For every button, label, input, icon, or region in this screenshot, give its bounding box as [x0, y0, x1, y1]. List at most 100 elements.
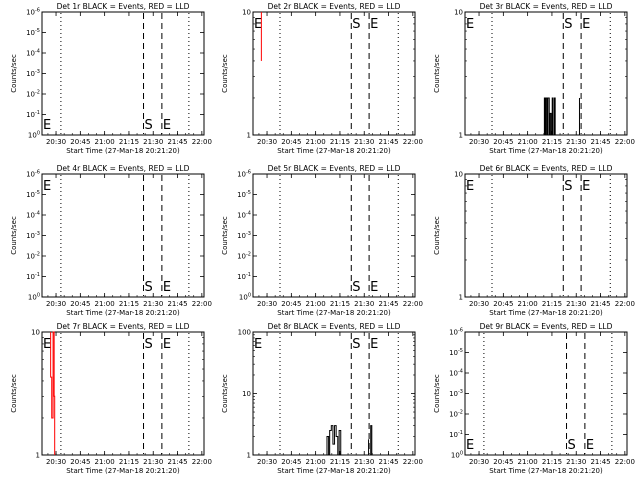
x-tick-label: 21:15 — [542, 300, 562, 308]
lld-series-line — [50, 331, 56, 455]
y-tick-label: 100 — [239, 293, 251, 302]
y-tick-label: 10-1 — [237, 272, 251, 281]
y-tick-label: 10-2 — [26, 252, 40, 261]
y-tick-label: 10-6 — [26, 8, 40, 17]
panel-det-1: Det 1r BLACK = Events, RED = LLD 20:30 20:… — [10, 2, 212, 155]
x-tick-label: 21:30 — [143, 138, 163, 146]
panel-det-7: Det 7r BLACK = Events, RED = LLD 20:30 20:… — [10, 322, 212, 475]
panel-title: Det 1r BLACK = Events, RED = LLD — [57, 2, 190, 11]
events-series-line — [370, 425, 373, 455]
x-tick-label: 22:00 — [403, 458, 423, 466]
x-tick-label: 22:00 — [192, 458, 212, 466]
x-tick-label: 21:15 — [330, 458, 350, 466]
x-tick-label: 22:00 — [403, 138, 423, 146]
y-tick-label: 10-5 — [26, 28, 40, 37]
marker-label-e: E — [163, 118, 171, 133]
x-tick-label: 20:30 — [469, 458, 489, 466]
marker-label-e: E — [586, 438, 594, 453]
marker-label-e: E — [370, 280, 378, 295]
x-tick-label: 20:30 — [469, 300, 489, 308]
marker-label-e: E — [466, 438, 474, 453]
marker-label-e: E — [466, 17, 474, 32]
plot-frame — [41, 173, 205, 298]
x-axis-label: Start Time (27-Mar-18 20:21:20) — [66, 309, 180, 317]
panel-title: Det 9r BLACK = Events, RED = LLD — [480, 322, 613, 331]
y-tick-label: 10-4 — [26, 49, 40, 58]
plot-frame — [464, 331, 628, 456]
x-tick-label: 20:45 — [281, 138, 301, 146]
x-tick-label: 20:45 — [281, 300, 301, 308]
x-tick-label: 21:15 — [330, 300, 350, 308]
panel-title: Det 4r BLACK = Events, RED = LLD — [57, 164, 190, 173]
y-tick-label: 10-5 — [449, 348, 463, 357]
x-tick-label: 21:15 — [119, 300, 139, 308]
y-tick-label: 1 — [459, 132, 463, 140]
y-tick-label: 100 — [238, 329, 251, 337]
panel-title: Det 3r BLACK = Events, RED = LLD — [480, 2, 613, 11]
x-tick-label: 21:00 — [95, 458, 115, 466]
y-axis-label: Counts/sec — [433, 374, 441, 413]
x-tick-label: 21:45 — [590, 300, 610, 308]
marker-label-e: E — [43, 179, 51, 194]
panel-title: Det 7r BLACK = Events, RED = LLD — [57, 322, 190, 331]
plot-frame — [252, 331, 416, 456]
y-tick-label: 10 — [454, 9, 463, 17]
x-tick-label: 21:00 — [306, 300, 326, 308]
x-tick-label: 21:45 — [167, 300, 187, 308]
marker-label-e: E — [163, 337, 171, 352]
x-tick-label: 20:30 — [257, 458, 277, 466]
y-axis-label: Counts/sec — [433, 216, 441, 255]
x-tick-label: 21:00 — [518, 300, 538, 308]
marker-label-e: E — [582, 17, 590, 32]
plot-frame — [252, 173, 416, 298]
panel-title: Det 2r BLACK = Events, RED = LLD — [268, 2, 401, 11]
x-tick-label: 21:45 — [167, 138, 187, 146]
x-tick-label: 22:00 — [615, 300, 635, 308]
y-tick-label: 10-6 — [449, 328, 463, 337]
x-tick-label: 21:45 — [590, 138, 610, 146]
x-tick-label: 20:30 — [469, 138, 489, 146]
x-tick-label: 20:45 — [70, 458, 90, 466]
x-tick-label: 21:00 — [95, 138, 115, 146]
x-axis-label: Start Time (27-Mar-18 20:21:20) — [66, 147, 180, 155]
marker-label-e: E — [254, 17, 262, 32]
x-tick-label: 21:15 — [119, 458, 139, 466]
x-tick-label: 21:45 — [167, 458, 187, 466]
y-tick-label: 10-4 — [26, 211, 40, 220]
y-tick-label: 10-6 — [26, 170, 40, 179]
x-tick-label: 21:45 — [378, 300, 398, 308]
y-tick-label: 10-5 — [26, 190, 40, 199]
events-series-line — [326, 425, 342, 456]
marker-label-e: E — [254, 337, 262, 352]
y-axis-label: Counts/sec — [10, 54, 18, 93]
panel-title: Det 5r BLACK = Events, RED = LLD — [268, 164, 401, 173]
x-tick-label: 20:30 — [46, 458, 66, 466]
x-tick-label: 21:30 — [354, 138, 374, 146]
y-tick-label: 10-1 — [26, 110, 40, 119]
y-tick-label: 100 — [28, 131, 40, 140]
marker-label-e: E — [43, 337, 51, 352]
x-axis-label: Start Time (27-Mar-18 20:21:20) — [489, 467, 603, 475]
y-tick-label: 10-1 — [449, 430, 463, 439]
x-tick-label: 21:30 — [566, 458, 586, 466]
x-tick-label: 20:30 — [257, 138, 277, 146]
y-tick-label: 10-6 — [237, 170, 251, 179]
marker-label-e: E — [43, 118, 51, 133]
x-tick-label: 21:30 — [354, 300, 374, 308]
x-tick-label: 22:00 — [615, 138, 635, 146]
x-tick-label: 21:45 — [378, 138, 398, 146]
plot-frame — [252, 11, 416, 136]
x-tick-label: 22:00 — [192, 300, 212, 308]
x-tick-label: 21:15 — [330, 138, 350, 146]
y-axis-label: Counts/sec — [221, 54, 229, 93]
y-tick-label: 10 — [242, 390, 251, 398]
y-tick-label: 10 — [31, 329, 40, 337]
x-tick-label: 22:00 — [192, 138, 212, 146]
plot-frame — [41, 331, 205, 456]
marker-label-s: S — [145, 118, 153, 133]
x-tick-label: 21:15 — [119, 138, 139, 146]
x-tick-label: 21:30 — [143, 458, 163, 466]
marker-label-s: S — [564, 179, 572, 194]
marker-label-s: S — [352, 337, 360, 352]
